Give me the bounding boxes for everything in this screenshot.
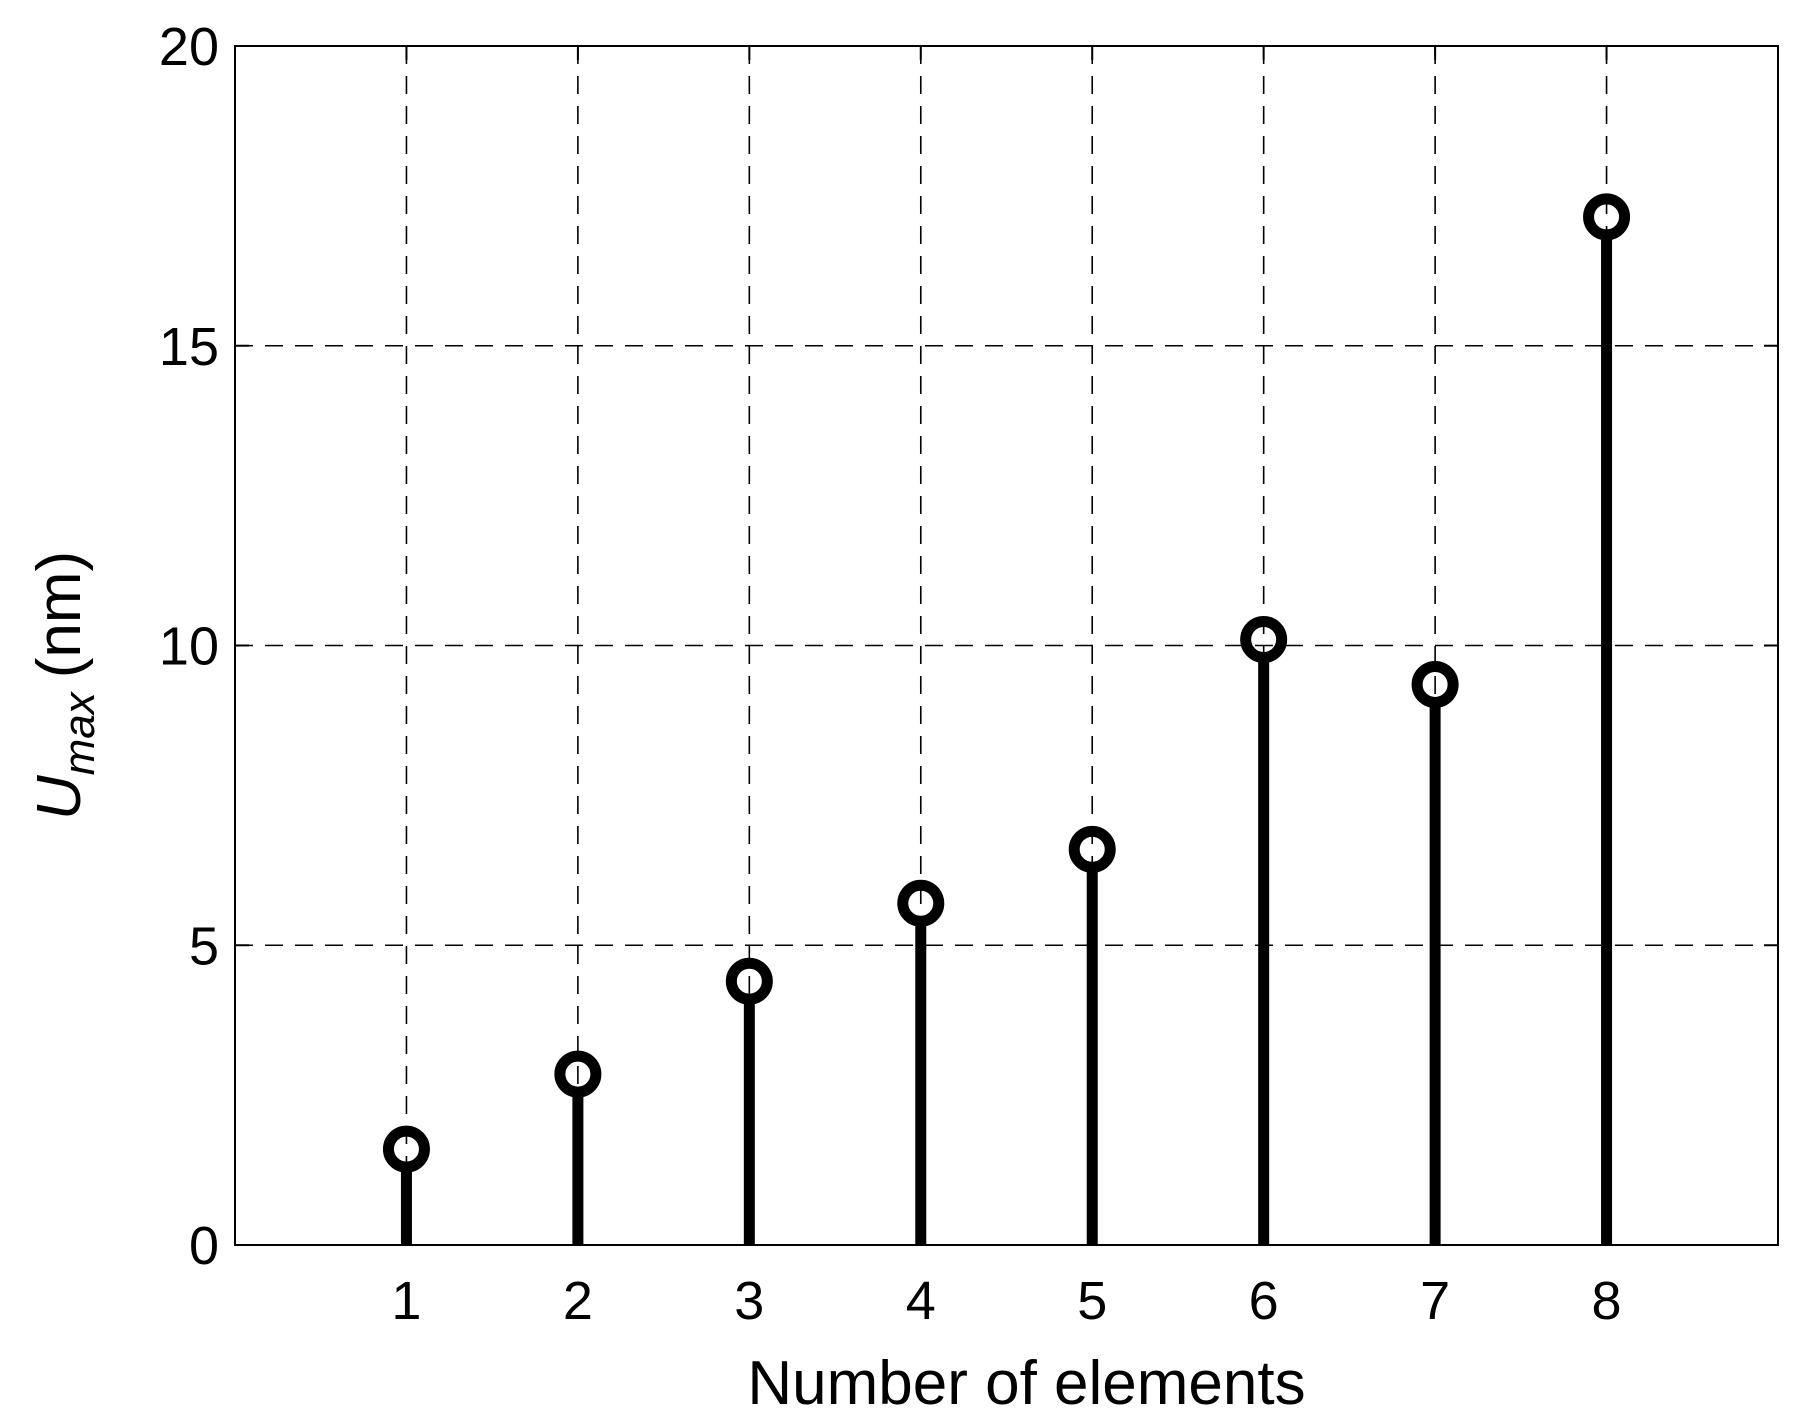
stem-marker-7 <box>1411 660 1459 708</box>
y-axis-label: Umax (nm) <box>25 551 104 820</box>
y-tick-label: 20 <box>159 17 219 77</box>
x-tick-label: 4 <box>906 1271 936 1331</box>
stem-marker-5 <box>1068 825 1116 873</box>
x-tick-label: 1 <box>391 1271 421 1331</box>
x-axis-label: Number of elements <box>747 1349 1305 1418</box>
stem-marker-6 <box>1240 616 1288 664</box>
stem-marker-3 <box>725 957 773 1005</box>
axis-ticks <box>235 45 1778 1246</box>
x-tick-labels: 1 2 3 4 5 6 7 8 <box>391 1271 1621 1331</box>
grid-lines <box>235 45 1778 1245</box>
y-tick-label: 0 <box>189 1216 219 1276</box>
stem-marker-8 <box>1583 193 1631 241</box>
y-tick-labels: 0 5 10 15 20 <box>159 17 219 1276</box>
y-tick-label: 15 <box>159 317 219 377</box>
x-tick-label: 3 <box>734 1271 764 1331</box>
stem-marker-2 <box>554 1050 602 1098</box>
y-axis-label-subscript: max <box>55 690 104 775</box>
y-tick-label: 5 <box>189 916 219 976</box>
y-axis-label-main: U <box>25 774 94 820</box>
x-tick-label: 8 <box>1592 1271 1622 1331</box>
x-tick-label: 5 <box>1077 1271 1107 1331</box>
y-axis-label-unit: (nm) <box>25 551 94 678</box>
stem-marker-1 <box>382 1125 430 1173</box>
data-stems <box>382 193 1631 1245</box>
y-tick-label: 10 <box>159 617 219 677</box>
plot-area-frame <box>234 45 1779 1246</box>
x-tick-label: 2 <box>563 1271 593 1331</box>
x-tick-label: 6 <box>1249 1271 1279 1331</box>
x-tick-label: 7 <box>1420 1271 1450 1331</box>
stem-marker-4 <box>897 879 945 927</box>
